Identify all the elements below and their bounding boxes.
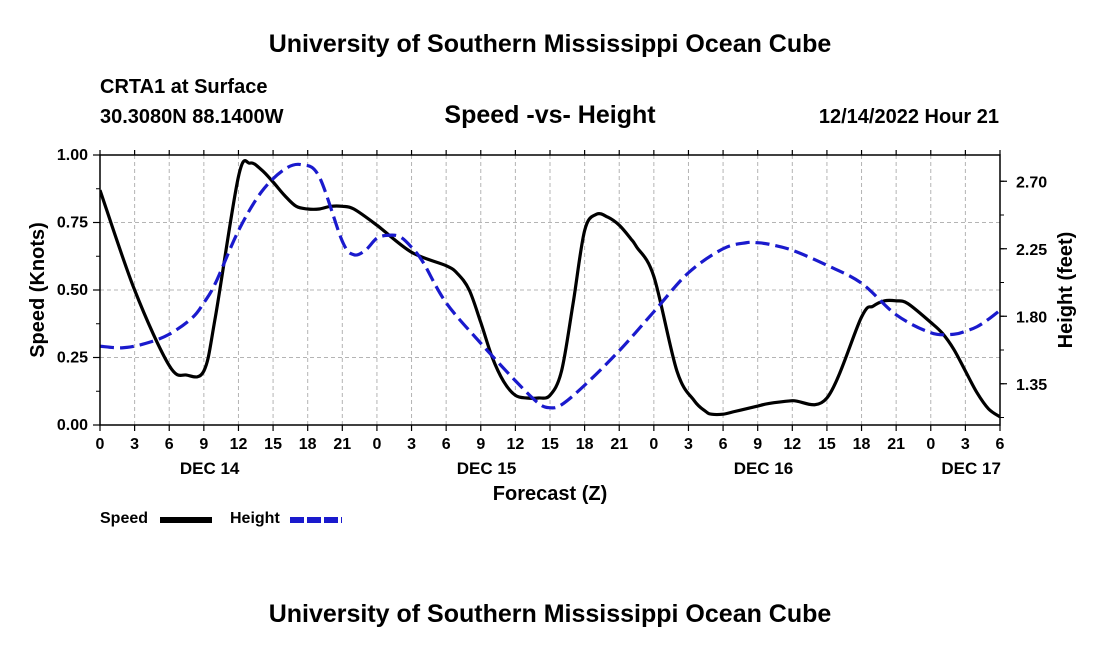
x-tick-label: 12 xyxy=(506,436,524,453)
x-tick-label: 3 xyxy=(961,436,970,453)
footer-title: University of Southern Mississippi Ocean… xyxy=(268,600,832,628)
x-tick-label: 0 xyxy=(649,436,658,453)
x-tick-label: 9 xyxy=(476,436,485,453)
series-line-height xyxy=(100,162,1000,410)
x-tick-label: 0 xyxy=(96,436,105,453)
y-tick-label: 0.50 xyxy=(57,282,88,299)
x-tick-label: 3 xyxy=(407,436,416,453)
x-tick-label: 9 xyxy=(199,436,208,453)
main-title: University of Southern Mississippi Ocean… xyxy=(268,30,832,58)
day-label: DEC 15 xyxy=(457,459,517,478)
y-axis-label: Speed (Knots) xyxy=(27,222,49,358)
forecast-datetime: 12/14/2022 Hour 21 xyxy=(818,106,999,128)
legend-height-label: Height xyxy=(230,510,280,527)
station-coordinates: 30.3080N 88.1400W xyxy=(100,106,284,128)
x-tick-label: 21 xyxy=(887,436,905,453)
chart-title: Speed -vs- Height xyxy=(444,101,656,129)
x-tick-label: 21 xyxy=(610,436,628,453)
y2-tick-label: 2.70 xyxy=(1016,174,1047,191)
x-tick-label: 18 xyxy=(576,436,594,453)
y-tick-label: 0.25 xyxy=(57,350,88,367)
grid xyxy=(100,155,1000,425)
station-name: CRTA1 at Surface xyxy=(100,76,268,98)
x-tick-label: 0 xyxy=(926,436,935,453)
x-tick-label: 6 xyxy=(165,436,174,453)
y-tick-label: 0.75 xyxy=(57,215,88,232)
day-label: DEC 14 xyxy=(180,459,240,478)
y-tick-label: 1.00 xyxy=(57,147,88,164)
y2-tick-label: 1.80 xyxy=(1016,309,1047,326)
x-tick-label: 12 xyxy=(230,436,248,453)
y2-tick-label: 2.25 xyxy=(1016,242,1047,259)
x-tick-label: 21 xyxy=(333,436,351,453)
x-tick-label: 6 xyxy=(996,436,1005,453)
day-label: DEC 16 xyxy=(734,459,794,478)
x-tick-label: 3 xyxy=(684,436,693,453)
day-label: DEC 17 xyxy=(941,459,1001,478)
x-tick-label: 15 xyxy=(818,436,836,453)
y-tick-label: 0.00 xyxy=(57,417,88,434)
x-tick-label: 12 xyxy=(783,436,801,453)
y2-axis-label: Height (feet) xyxy=(1055,232,1077,349)
x-tick-label: 6 xyxy=(719,436,728,453)
legend-speed-label: Speed xyxy=(100,510,149,527)
x-tick-label: 15 xyxy=(264,436,282,453)
series-layer xyxy=(100,159,1000,419)
x-tick-label: 6 xyxy=(442,436,451,453)
x-tick-label: 9 xyxy=(753,436,762,453)
x-tick-label: 18 xyxy=(299,436,317,453)
x-tick-label: 15 xyxy=(541,436,559,453)
y2-tick-label: 1.35 xyxy=(1016,377,1047,394)
x-tick-label: 18 xyxy=(853,436,871,453)
series-line-speed xyxy=(100,159,1000,419)
axes: 0 3 6 9 12 15 18 21 0 3 6 9 12 15 18 21 0 3 6 9 12 15 18 21 0 3 6 0… xyxy=(57,147,1047,478)
x-tick-label: 3 xyxy=(130,436,139,453)
x-axis-label: Forecast (Z) xyxy=(493,483,607,505)
x-tick-label: 0 xyxy=(372,436,381,453)
